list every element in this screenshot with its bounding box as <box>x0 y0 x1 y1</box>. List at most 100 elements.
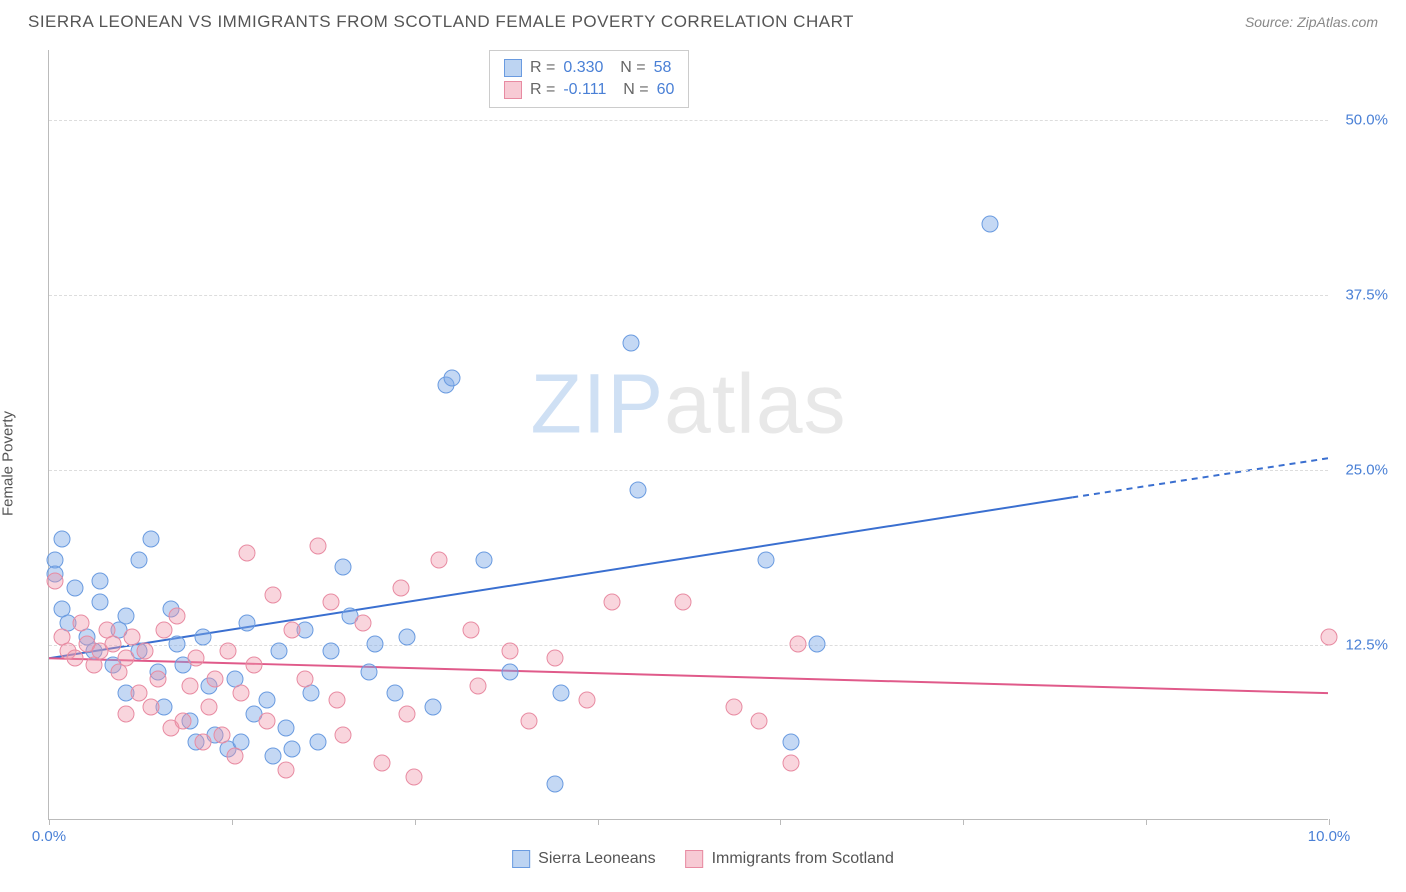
scatter-point <box>783 734 800 751</box>
x-tick <box>780 819 781 825</box>
legend-item: Immigrants from Scotland <box>686 850 894 868</box>
scatter-point <box>117 608 134 625</box>
scatter-point <box>546 650 563 667</box>
chart-source: Source: ZipAtlas.com <box>1245 14 1378 30</box>
scatter-point <box>201 699 218 716</box>
scatter-point <box>309 734 326 751</box>
scatter-point <box>501 664 518 681</box>
scatter-point <box>386 685 403 702</box>
scatter-point <box>194 734 211 751</box>
plot-area: ZIPatlas R = 0.330 N = 58 R = -0.111 N =… <box>48 50 1328 820</box>
scatter-point <box>501 643 518 660</box>
legend-label: Sierra Leoneans <box>538 850 655 868</box>
x-tick <box>598 819 599 825</box>
scatter-point <box>239 615 256 632</box>
scatter-point <box>757 552 774 569</box>
scatter-point <box>393 580 410 597</box>
scatter-point <box>181 678 198 695</box>
x-tick-label: 0.0% <box>32 828 66 845</box>
scatter-point <box>130 552 147 569</box>
scatter-point <box>1321 629 1338 646</box>
x-tick <box>1329 819 1330 825</box>
scatter-point <box>271 643 288 660</box>
scatter-point <box>277 720 294 737</box>
scatter-point <box>809 636 826 653</box>
scatter-point <box>284 741 301 758</box>
y-tick-label: 12.5% <box>1345 637 1388 654</box>
legend-item: Sierra Leoneans <box>512 850 655 868</box>
stat-value: -0.111 <box>563 81 606 99</box>
scatter-point <box>73 615 90 632</box>
scatter-point <box>117 650 134 667</box>
scatter-point <box>207 671 224 688</box>
scatter-point <box>117 706 134 723</box>
watermark: ZIPatlas <box>530 355 846 452</box>
watermark-prefix: ZIP <box>530 356 664 450</box>
stat-label: N = <box>614 81 648 99</box>
scatter-point <box>169 636 186 653</box>
scatter-point <box>92 594 109 611</box>
stat-value: 58 <box>654 59 672 77</box>
scatter-point <box>623 335 640 352</box>
scatter-point <box>521 713 538 730</box>
gridline <box>49 645 1328 646</box>
scatter-point <box>783 755 800 772</box>
scatter-point <box>194 629 211 646</box>
scatter-point <box>233 685 250 702</box>
scatter-point <box>604 594 621 611</box>
legend-stats: R = 0.330 N = 58 R = -0.111 N = 60 <box>489 50 689 108</box>
y-tick-label: 37.5% <box>1345 287 1388 304</box>
scatter-point <box>981 216 998 233</box>
scatter-point <box>92 573 109 590</box>
scatter-point <box>425 699 442 716</box>
scatter-point <box>367 636 384 653</box>
stat-label: R = <box>530 59 555 77</box>
scatter-point <box>444 370 461 387</box>
scatter-point <box>469 678 486 695</box>
x-tick <box>963 819 964 825</box>
y-axis-label: Female Poverty <box>0 411 17 516</box>
scatter-point <box>725 699 742 716</box>
scatter-point <box>399 629 416 646</box>
chart-container: Female Poverty ZIPatlas R = 0.330 N = 58… <box>0 40 1406 870</box>
x-tick <box>232 819 233 825</box>
scatter-point <box>322 594 339 611</box>
chart-title: SIERRA LEONEAN VS IMMIGRANTS FROM SCOTLA… <box>28 12 854 32</box>
x-tick <box>1146 819 1147 825</box>
scatter-point <box>66 650 83 667</box>
legend-stats-row: R = -0.111 N = 60 <box>504 79 674 101</box>
scatter-point <box>399 706 416 723</box>
scatter-point <box>258 713 275 730</box>
scatter-point <box>578 692 595 709</box>
gridline <box>49 470 1328 471</box>
scatter-point <box>143 531 160 548</box>
scatter-point <box>674 594 691 611</box>
scatter-point <box>405 769 422 786</box>
legend-stats-row: R = 0.330 N = 58 <box>504 57 674 79</box>
scatter-point <box>220 643 237 660</box>
stat-value: 60 <box>657 81 675 99</box>
scatter-point <box>329 692 346 709</box>
chart-header: SIERRA LEONEAN VS IMMIGRANTS FROM SCOTLA… <box>0 0 1406 40</box>
scatter-point <box>297 671 314 688</box>
scatter-point <box>169 608 186 625</box>
scatter-point <box>751 713 768 730</box>
scatter-point <box>431 552 448 569</box>
scatter-point <box>130 685 147 702</box>
gridline <box>49 120 1328 121</box>
swatch-pink <box>504 81 522 99</box>
scatter-point <box>476 552 493 569</box>
scatter-point <box>463 622 480 639</box>
scatter-point <box>245 657 262 674</box>
scatter-point <box>105 636 122 653</box>
stat-label: R = <box>530 81 555 99</box>
swatch-pink <box>686 850 704 868</box>
scatter-point <box>335 727 352 744</box>
scatter-point <box>258 692 275 709</box>
scatter-point <box>284 622 301 639</box>
scatter-point <box>322 643 339 660</box>
x-tick-label: 10.0% <box>1308 828 1351 845</box>
y-tick-label: 25.0% <box>1345 462 1388 479</box>
legend-series: Sierra Leoneans Immigrants from Scotland <box>512 850 894 868</box>
scatter-point <box>156 622 173 639</box>
